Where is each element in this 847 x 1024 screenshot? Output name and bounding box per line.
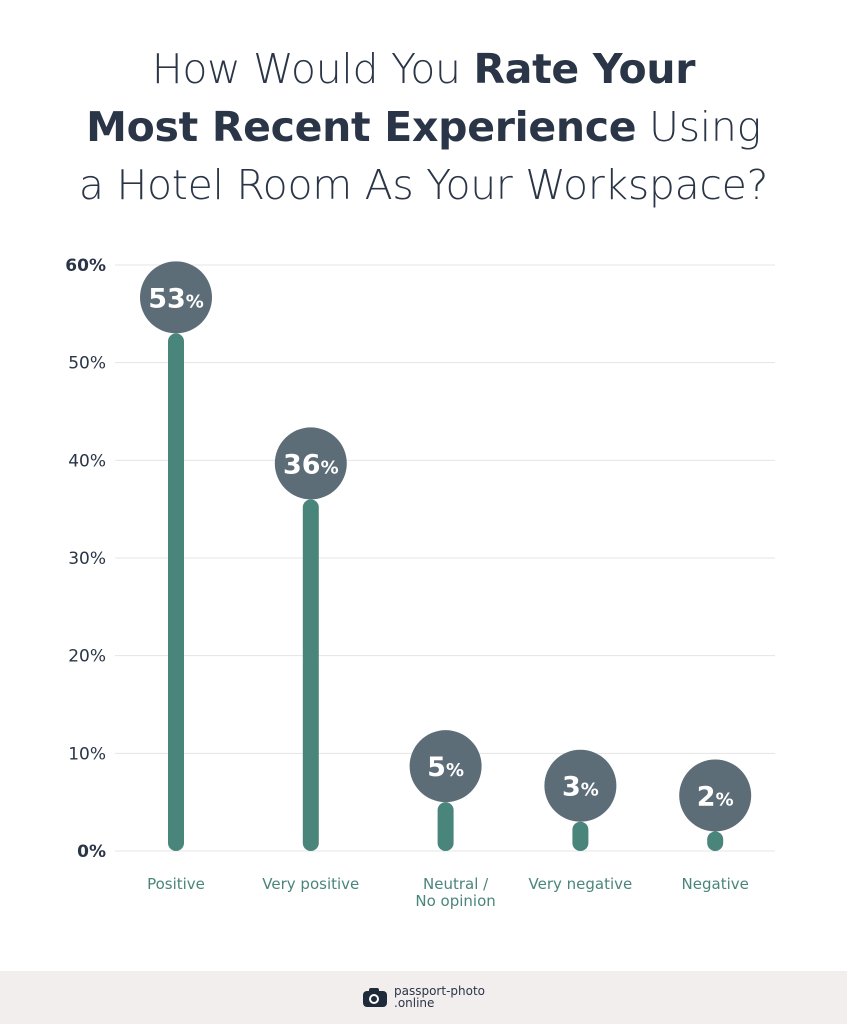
brand-domain: .online — [394, 996, 435, 1010]
footer — [0, 971, 847, 1024]
category-label: Very positive — [262, 875, 359, 893]
bar — [302, 499, 319, 851]
y-tick-label: 20% — [68, 647, 106, 667]
chart-title: How Would You Rate Your Most Recent Expe… — [78, 45, 769, 209]
y-tick-label: 10% — [68, 744, 106, 764]
bar — [437, 802, 454, 851]
value-bubble — [409, 730, 482, 803]
category-label: Neutral / — [423, 875, 489, 893]
bar — [572, 821, 589, 851]
category-label: Very negative — [529, 875, 633, 893]
bar — [168, 333, 184, 851]
y-tick-label: 40% — [68, 451, 106, 471]
value-bubble — [140, 261, 212, 334]
value-bubble — [679, 759, 752, 832]
data-label: 36% — [283, 449, 339, 480]
value-bubble — [544, 749, 617, 822]
data-label: 5% — [427, 752, 464, 783]
y-tick-label: 0% — [77, 842, 106, 862]
category-label: Negative — [682, 875, 749, 893]
brand-logo: passport-photo .online — [362, 985, 485, 1009]
category-label: No opinion — [415, 892, 495, 910]
value-bubble — [274, 427, 347, 500]
data-label: 2% — [697, 781, 734, 812]
category-label: Positive — [147, 875, 205, 893]
camera-icon — [363, 988, 387, 1007]
y-tick-label: 30% — [68, 549, 106, 569]
bar — [707, 831, 724, 851]
y-tick-label: 50% — [68, 354, 106, 374]
y-tick-label: 60% — [65, 256, 106, 276]
data-label: 53% — [148, 283, 204, 314]
chart: 0% 10% 20% 30% 40% 50% 60% 53% Positive 36% Very p… — [65, 256, 775, 910]
data-label: 3% — [562, 772, 599, 803]
brand-name: passport-photo — [394, 984, 486, 998]
